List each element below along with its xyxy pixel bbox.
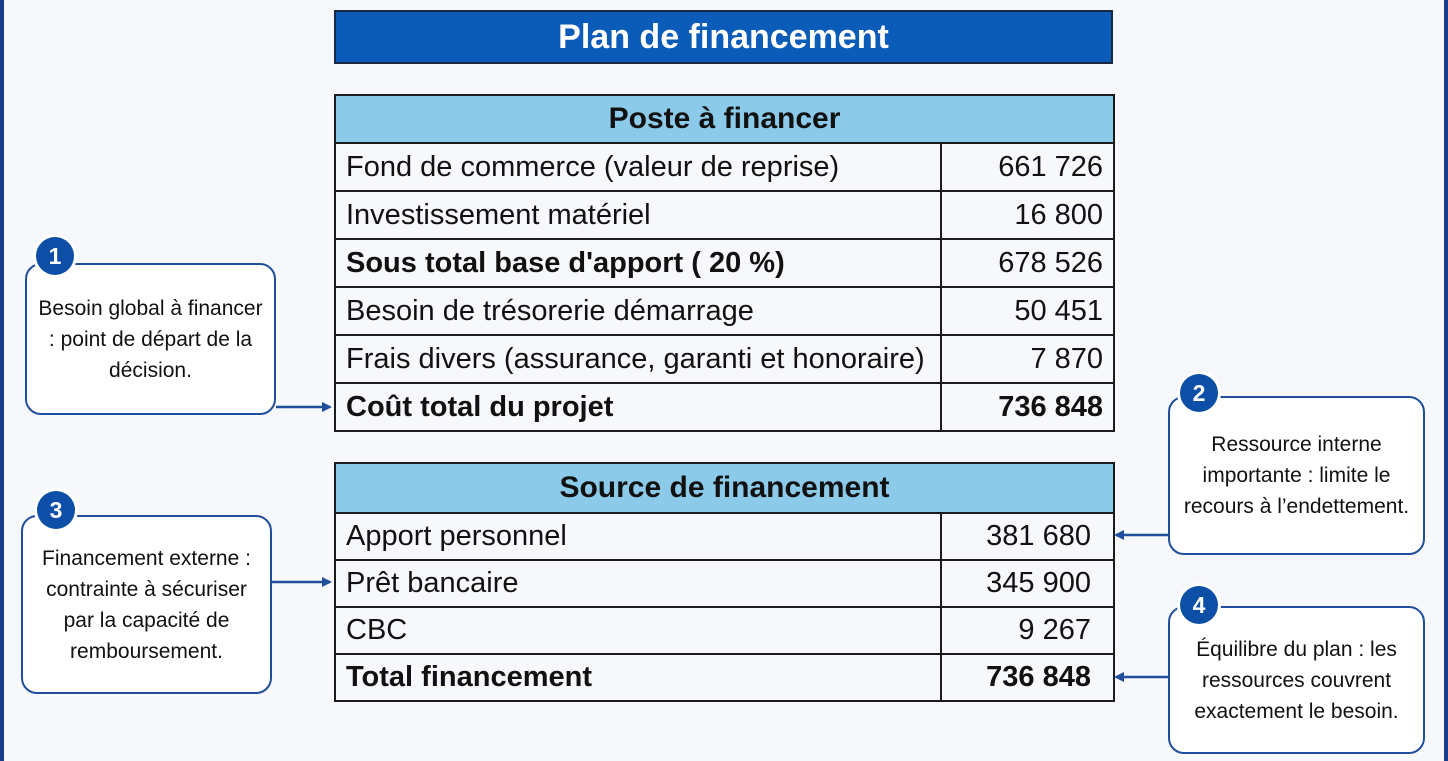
table-row: CBC 9 267 <box>334 606 1115 655</box>
callout-text: Financement externe : contrainte à sécur… <box>42 546 251 663</box>
callout-badge-2: 2 <box>1180 374 1218 412</box>
table-row: Apport personnel 381 680 <box>334 512 1115 561</box>
table-row: Frais divers (assurance, garanti et hono… <box>334 334 1116 384</box>
total-row: Total financement 736 848 <box>334 653 1115 702</box>
row-label: Fond de commerce (valeur de reprise) <box>334 142 942 192</box>
row-label: Frais divers (assurance, garanti et hono… <box>334 334 942 384</box>
callout-2: Ressource interne importante : limite le… <box>1168 396 1425 555</box>
callout-badge-3: 3 <box>37 491 75 529</box>
row-label: Sous total base d'apport ( 20 %) <box>334 238 942 288</box>
table-row: Fond de commerce (valeur de reprise) 661… <box>334 142 1116 192</box>
source-header-row: Source de financement <box>334 462 1115 514</box>
table-row: Besoin de trésorerie démarrage 50 451 <box>334 286 1116 336</box>
row-value: 345 900 <box>940 559 1115 608</box>
callout-badge-1: 1 <box>36 237 74 275</box>
row-label: CBC <box>334 606 942 655</box>
callout-text: Ressource interne importante : limite le… <box>1183 433 1410 518</box>
source-header: Source de financement <box>334 462 1115 514</box>
row-value: 678 526 <box>939 238 1116 288</box>
row-label: Apport personnel <box>334 512 942 561</box>
row-value: 736 848 <box>939 382 1116 432</box>
callout-text: Besoin global à financer : point de dépa… <box>38 296 263 382</box>
poste-header-row: Poste à financer <box>333 94 1116 144</box>
row-value: 381 680 <box>940 512 1115 561</box>
row-value: 736 848 <box>940 653 1115 702</box>
row-value: 7 870 <box>939 334 1116 384</box>
table-row: Prêt bancaire 345 900 <box>334 559 1115 608</box>
callout-4: Équilibre du plan : les ressources couvr… <box>1168 606 1425 754</box>
row-label: Total financement <box>334 653 942 702</box>
right-border <box>1444 0 1448 761</box>
row-value: 50 451 <box>939 286 1116 336</box>
row-label: Investissement matériel <box>334 190 942 240</box>
table-row: Investissement matériel 16 800 <box>334 190 1116 240</box>
row-value: 9 267 <box>940 606 1115 655</box>
page-title: Plan de financement <box>334 10 1113 64</box>
callout-badge-4: 4 <box>1180 586 1218 624</box>
left-border <box>0 0 4 761</box>
row-label: Coût total du projet <box>334 382 942 432</box>
callout-3: Financement externe : contrainte à sécur… <box>21 515 272 694</box>
source-table: Source de financement Apport personnel 3… <box>334 462 1115 702</box>
row-label: Besoin de trésorerie démarrage <box>334 286 942 336</box>
total-row: Coût total du projet 736 848 <box>334 382 1116 432</box>
poste-header: Poste à financer <box>333 94 1116 144</box>
callout-text: Équilibre du plan : les ressources couvr… <box>1194 637 1399 723</box>
subtotal-row: Sous total base d'apport ( 20 %) 678 526 <box>334 238 1116 288</box>
poste-table: Poste à financer Fond de commerce (valeu… <box>333 94 1116 432</box>
callout-1: Besoin global à financer : point de dépa… <box>25 263 276 415</box>
row-value: 661 726 <box>939 142 1116 192</box>
row-label: Prêt bancaire <box>334 559 942 608</box>
row-value: 16 800 <box>939 190 1116 240</box>
